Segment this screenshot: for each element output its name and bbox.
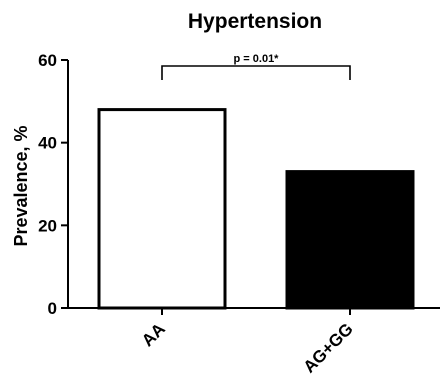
category-labels: AA AG+GG <box>138 319 357 376</box>
significance-bracket <box>161 65 351 80</box>
significance-annotation: p = 0.01* <box>161 53 351 80</box>
p-value-label: p = 0.01* <box>234 53 280 65</box>
bars <box>97 108 415 310</box>
bar-ag-gg <box>285 170 415 310</box>
bar-aa <box>97 108 227 310</box>
y-tick-label: 60 <box>38 51 57 70</box>
y-axis-label: Prevalence, % <box>11 125 31 246</box>
y-axis: 0 20 40 60 <box>38 51 69 318</box>
y-tick-label: 0 <box>48 299 57 318</box>
x-tick-label: AA <box>138 319 169 350</box>
y-tick-label: 20 <box>38 216 57 235</box>
chart-title: Hypertension <box>188 10 322 33</box>
y-tick-label: 40 <box>38 134 57 153</box>
x-tick-label: AG+GG <box>300 319 357 376</box>
